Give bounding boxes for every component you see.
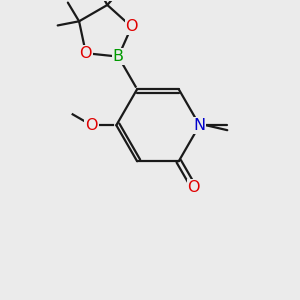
Text: N: N xyxy=(194,118,206,133)
Text: O: O xyxy=(85,118,98,133)
Text: B: B xyxy=(113,49,124,64)
Text: O: O xyxy=(80,46,92,61)
Text: B: B xyxy=(113,49,124,64)
Text: O: O xyxy=(125,19,138,34)
Text: O: O xyxy=(187,179,200,194)
